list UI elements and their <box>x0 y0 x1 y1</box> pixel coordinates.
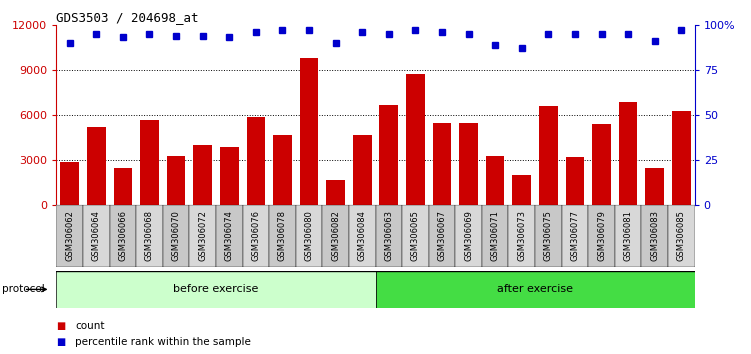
Bar <box>349 205 376 267</box>
Text: GSM306085: GSM306085 <box>677 210 686 261</box>
Text: GSM306077: GSM306077 <box>571 210 580 261</box>
Bar <box>566 157 584 205</box>
Bar <box>376 205 402 267</box>
Bar <box>402 205 429 267</box>
Text: GSM306072: GSM306072 <box>198 210 207 261</box>
Text: GSM306078: GSM306078 <box>278 210 287 261</box>
Bar <box>322 205 349 267</box>
Bar <box>486 156 505 205</box>
Text: before exercise: before exercise <box>173 284 258 295</box>
Text: GSM306068: GSM306068 <box>145 210 154 261</box>
Text: GSM306079: GSM306079 <box>597 210 606 261</box>
Bar <box>615 205 641 267</box>
Bar <box>167 156 185 205</box>
Bar <box>512 175 531 205</box>
Text: GSM306064: GSM306064 <box>92 210 101 261</box>
Bar <box>429 205 455 267</box>
Bar <box>672 110 691 205</box>
Bar <box>379 104 398 205</box>
Bar <box>216 205 243 267</box>
Text: GSM306066: GSM306066 <box>119 210 128 261</box>
Bar <box>641 205 668 267</box>
Text: GSM306071: GSM306071 <box>490 210 499 261</box>
Bar <box>300 58 318 205</box>
Bar <box>588 205 615 267</box>
Bar <box>455 205 482 267</box>
Text: GSM306063: GSM306063 <box>385 210 394 261</box>
Text: GSM306069: GSM306069 <box>464 210 473 261</box>
Bar <box>189 205 216 267</box>
Bar <box>460 122 478 205</box>
Text: count: count <box>75 321 104 331</box>
Text: percentile rank within the sample: percentile rank within the sample <box>75 337 251 347</box>
Bar <box>406 74 425 205</box>
Text: GSM306080: GSM306080 <box>304 210 313 261</box>
Text: GSM306073: GSM306073 <box>517 210 526 261</box>
Bar <box>246 116 265 205</box>
Bar <box>56 271 376 308</box>
Bar <box>193 145 212 205</box>
Bar <box>220 147 239 205</box>
Text: GSM306074: GSM306074 <box>225 210 234 261</box>
Bar <box>243 205 269 267</box>
Text: ■: ■ <box>56 321 65 331</box>
Bar <box>140 120 158 205</box>
Bar <box>668 205 695 267</box>
Text: GSM306076: GSM306076 <box>252 210 261 261</box>
Bar <box>136 205 163 267</box>
Text: GSM306062: GSM306062 <box>65 210 74 261</box>
Text: GSM306075: GSM306075 <box>544 210 553 261</box>
Bar <box>539 106 558 205</box>
Bar <box>353 135 372 205</box>
Bar <box>645 168 664 205</box>
Text: after exercise: after exercise <box>497 284 573 295</box>
Bar <box>482 205 508 267</box>
Text: GDS3503 / 204698_at: GDS3503 / 204698_at <box>56 11 199 24</box>
Bar <box>60 162 79 205</box>
Bar <box>87 127 106 205</box>
Bar <box>619 102 638 205</box>
Text: GSM306067: GSM306067 <box>438 210 447 261</box>
Text: GSM306082: GSM306082 <box>331 210 340 261</box>
Text: GSM306070: GSM306070 <box>171 210 180 261</box>
Bar <box>508 205 535 267</box>
Text: GSM306083: GSM306083 <box>650 210 659 261</box>
Bar <box>593 124 611 205</box>
Text: GSM306081: GSM306081 <box>623 210 632 261</box>
Bar <box>56 205 83 267</box>
Bar <box>296 205 322 267</box>
Bar <box>110 205 136 267</box>
Bar <box>433 122 451 205</box>
Bar <box>326 180 345 205</box>
Bar <box>113 168 132 205</box>
Bar <box>163 205 189 267</box>
Bar <box>376 271 695 308</box>
Bar <box>562 205 588 267</box>
Text: protocol: protocol <box>2 284 45 295</box>
Text: GSM306065: GSM306065 <box>411 210 420 261</box>
Text: ■: ■ <box>56 337 65 347</box>
Bar <box>83 205 110 267</box>
Text: GSM306084: GSM306084 <box>357 210 366 261</box>
Bar <box>535 205 562 267</box>
Bar <box>269 205 296 267</box>
Bar <box>273 135 291 205</box>
